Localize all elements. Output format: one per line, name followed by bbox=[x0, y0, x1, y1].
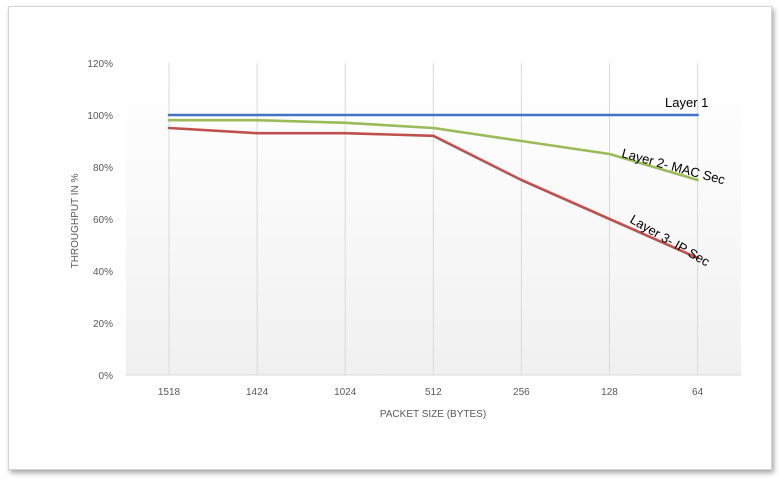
y-tick-label: 80% bbox=[93, 163, 113, 174]
y-tick-label: 20% bbox=[93, 319, 113, 330]
y-tick-label: 40% bbox=[93, 267, 113, 278]
y-axis-title: THROUGHPUT IN % bbox=[70, 173, 81, 268]
x-axis-ticks: 1518 1424 1024 512 256 128 64 bbox=[158, 387, 704, 398]
x-axis-title: PACKET SIZE (BYTES) bbox=[380, 409, 486, 420]
x-tick-label: 1024 bbox=[334, 387, 357, 398]
series-label-1: Layer 1 bbox=[665, 95, 708, 110]
y-tick-label: 100% bbox=[87, 111, 113, 122]
series-lines bbox=[167, 113, 699, 260]
y-tick-label: 120% bbox=[87, 59, 113, 70]
y-axis-ticks: 0% 20% 40% 60% 80% 100% 120% bbox=[87, 59, 113, 382]
y-tick-label: 0% bbox=[99, 371, 114, 382]
x-tick-label: 64 bbox=[692, 387, 704, 398]
y-tick-label: 60% bbox=[93, 215, 113, 226]
throughput-line-chart: 0% 20% 40% 60% 80% 100% 120% 1518 1424 1024 512 25… bbox=[70, 59, 741, 420]
x-tick-label: 256 bbox=[513, 387, 530, 398]
x-tick-label: 512 bbox=[425, 387, 442, 398]
series-line-3 bbox=[167, 126, 699, 260]
x-tick-label: 128 bbox=[601, 387, 618, 398]
chart-frame: 0% 20% 40% 60% 80% 100% 120% 1518 1424 1024 512 25… bbox=[8, 6, 772, 470]
series-line-2 bbox=[167, 118, 699, 182]
x-tick-label: 1518 bbox=[158, 387, 181, 398]
x-tick-label: 1424 bbox=[246, 387, 269, 398]
